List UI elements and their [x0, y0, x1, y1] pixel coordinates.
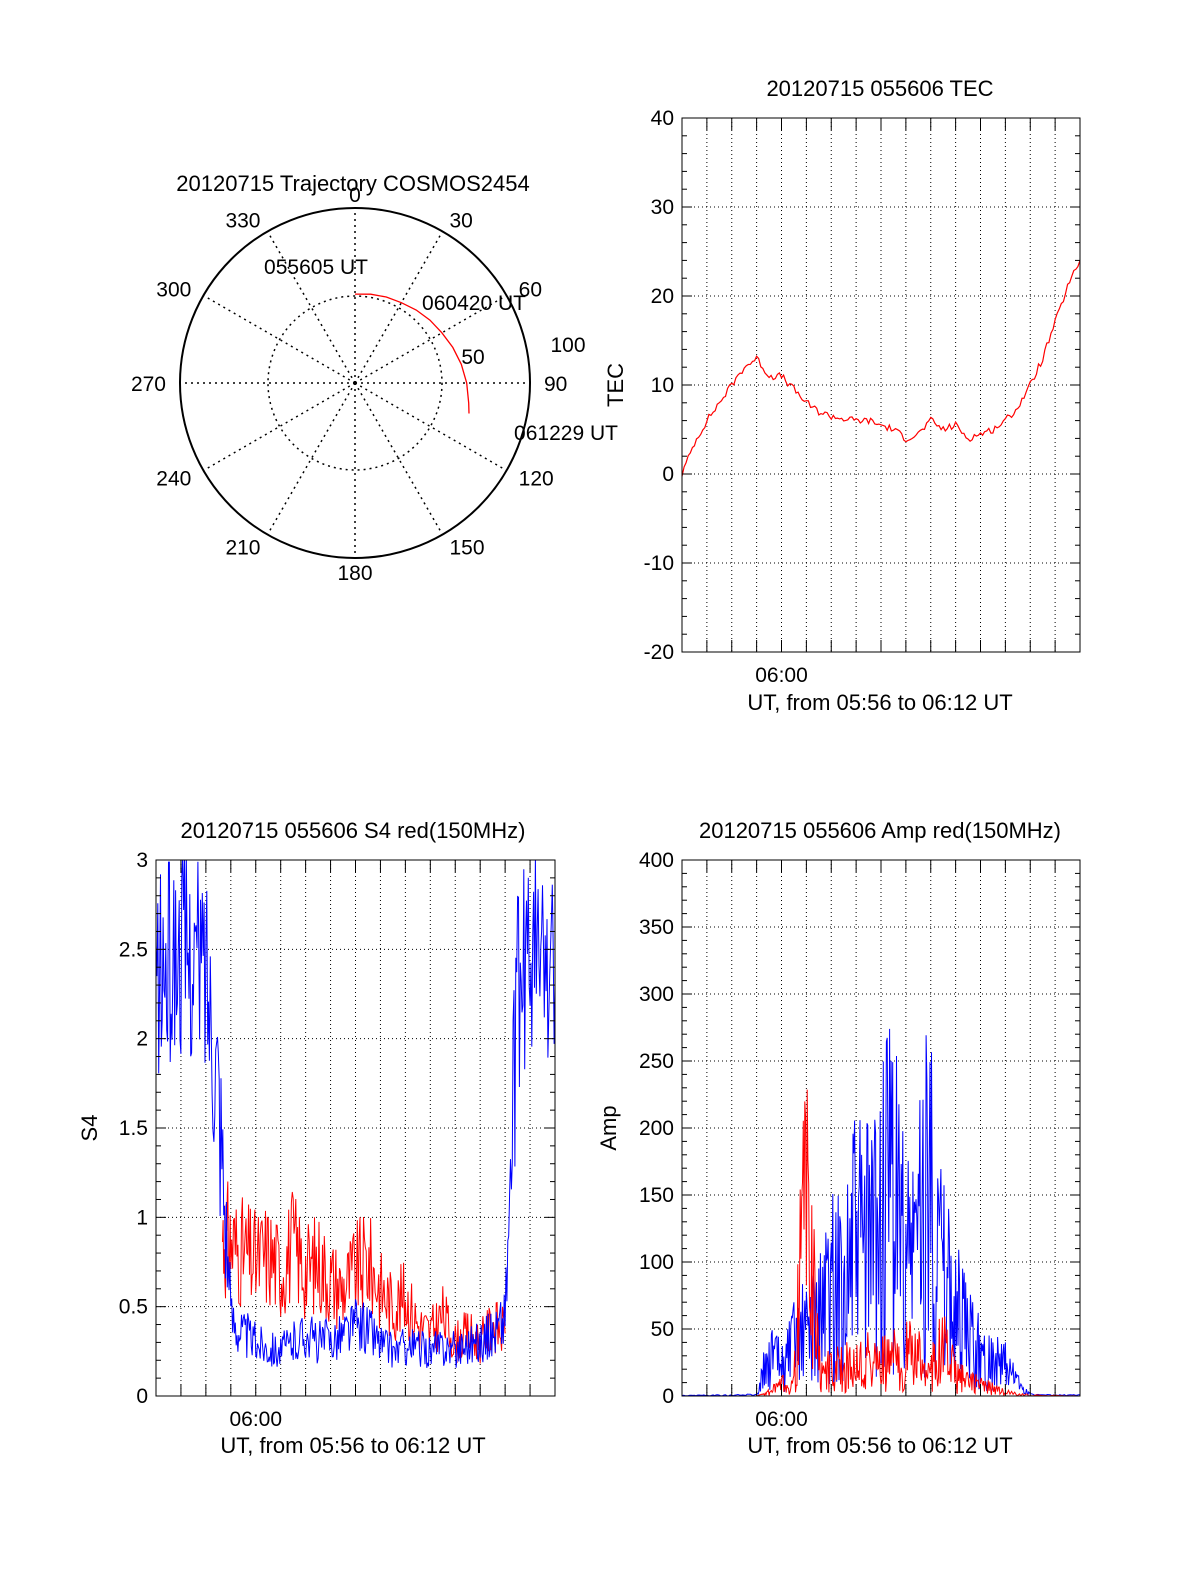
tec-ytick-label: -10 — [644, 552, 674, 575]
tec-ytick-label: -20 — [644, 641, 674, 664]
polar-azimuth-label: 180 — [337, 562, 372, 585]
amp-series-red — [682, 1089, 1080, 1396]
polar-spoke — [354, 294, 507, 384]
s4-grid — [156, 860, 555, 1396]
polar-azimuth-label: 270 — [131, 373, 166, 396]
polar-spoke — [354, 382, 507, 472]
tec-y-ticks: -20 -10 0 10 20 30 40 — [644, 107, 1080, 664]
tec-xlabel: UT, from 05:56 to 06:12 UT — [747, 690, 1012, 715]
amp-ytick-label: 100 — [639, 1251, 674, 1274]
s4-ytick-label: 1 — [136, 1206, 148, 1229]
tec-series-red — [682, 260, 1080, 477]
tec-ylabel: TEC — [603, 363, 628, 407]
polar-trajectory-panel: 20120715 Trajectory COSMOS2454 0 30 60 90 12… — [131, 171, 618, 585]
polar-annotation: 060420 UT — [422, 292, 526, 315]
s4-ylabel: S4 — [77, 1115, 102, 1142]
polar-spoke — [203, 382, 356, 472]
polar-annotation: 061229 UT — [514, 422, 618, 445]
amp-ytick-label: 0 — [662, 1385, 674, 1408]
s4-ytick-label: 3 — [136, 849, 148, 872]
polar-azimuth-label: 300 — [156, 279, 191, 302]
polar-azimuth-label: 330 — [225, 209, 260, 232]
polar-azimuth-label: 240 — [156, 468, 191, 491]
polar-azimuth-label: 0 — [349, 184, 361, 207]
s4-xtick-label: 06:00 — [229, 1408, 282, 1431]
amp-ytick-label: 150 — [639, 1184, 674, 1207]
tec-series — [682, 260, 1080, 477]
s4-x-ticks: 06:00 — [155, 860, 556, 1431]
polar-spoke — [266, 231, 356, 384]
polar-azimuth-labels: 0 30 60 90 120 150 180 210 240 270 300 330 — [131, 184, 567, 585]
s4-ytick-label: 2.5 — [119, 938, 148, 961]
polar-annotations: 055605 UT 060420 UT 061229 UT — [264, 256, 618, 445]
tec-ytick-label: 10 — [651, 374, 674, 397]
amp-xlabel: UT, from 05:56 to 06:12 UT — [747, 1433, 1012, 1458]
s4-series-blue — [156, 860, 555, 1368]
amp-ytick-label: 250 — [639, 1050, 674, 1073]
polar-spoke — [203, 294, 356, 384]
polar-radial-labels: 50 100 — [461, 334, 585, 369]
s4-xlabel: UT, from 05:56 to 06:12 UT — [220, 1433, 485, 1458]
amp-ytick-label: 200 — [639, 1117, 674, 1140]
polar-grid — [180, 208, 530, 558]
tec-x-ticks: 06:00 — [681, 118, 1081, 687]
tec-ytick-label: 0 — [662, 463, 674, 486]
polar-inner-ring — [267, 295, 443, 471]
polar-azimuth-label: 150 — [450, 537, 485, 560]
polar-trajectory-line — [354, 293, 470, 414]
polar-spoke — [354, 382, 444, 535]
s4-ytick-label: 1.5 — [119, 1117, 148, 1140]
tec-ytick-label: 30 — [651, 196, 674, 219]
s4-series — [156, 860, 555, 1368]
polar-spoke — [354, 231, 444, 384]
tec-ytick-label: 20 — [651, 285, 674, 308]
amp-title: 20120715 055606 Amp red(150MHz) — [699, 818, 1061, 843]
s4-panel: 20120715 055606 S4 red(150MHz) 0 0.5 1 1.5 2… — [77, 818, 556, 1458]
s4-ytick-label: 0.5 — [119, 1296, 148, 1319]
amp-ytick-label: 50 — [651, 1318, 674, 1341]
amp-ytick-label: 300 — [639, 983, 674, 1006]
polar-azimuth-label: 60 — [519, 279, 542, 302]
polar-outer-circle — [179, 207, 531, 559]
polar-series — [354, 293, 470, 414]
polar-azimuth-label: 210 — [225, 537, 260, 560]
s4-ytick-label: 2 — [136, 1028, 148, 1051]
tec-grid — [682, 118, 1080, 652]
polar-annotation: 055605 UT — [264, 256, 368, 279]
tec-panel: 20120715 055606 TEC -20 -10 0 10 20 30 40 06:0… — [603, 76, 1081, 715]
amp-ylabel: Amp — [596, 1105, 621, 1150]
amp-ytick-label: 400 — [639, 849, 674, 872]
polar-azimuth-label: 120 — [519, 468, 554, 491]
tec-ytick-label: 40 — [651, 107, 674, 130]
s4-title: 20120715 055606 S4 red(150MHz) — [181, 818, 526, 843]
amp-xtick-label: 06:00 — [755, 1408, 808, 1431]
amp-series-blue — [682, 1028, 1080, 1396]
polar-radial-label: 100 — [550, 334, 585, 357]
amp-ytick-label: 350 — [639, 916, 674, 939]
tec-xtick-label: 06:00 — [755, 664, 808, 687]
polar-azimuth-label: 30 — [450, 209, 473, 232]
polar-title: 20120715 Trajectory COSMOS2454 — [176, 171, 529, 196]
amp-series — [682, 1028, 1080, 1396]
s4-y-ticks: 0 0.5 1 1.5 2 2.5 3 — [119, 849, 555, 1408]
polar-radial-label: 50 — [461, 346, 484, 369]
amp-x-ticks: 06:00 — [681, 860, 1081, 1431]
polar-azimuth-label: 90 — [544, 373, 567, 396]
s4-ytick-label: 0 — [136, 1385, 148, 1408]
amp-panel: 20120715 055606 Amp red(150MHz) 0 50 100 15… — [596, 818, 1081, 1458]
tec-title: 20120715 055606 TEC — [766, 76, 993, 101]
amp-y-ticks: 0 50 100 150 200 250 300 350 400 — [639, 849, 1080, 1408]
polar-spoke — [266, 382, 356, 535]
